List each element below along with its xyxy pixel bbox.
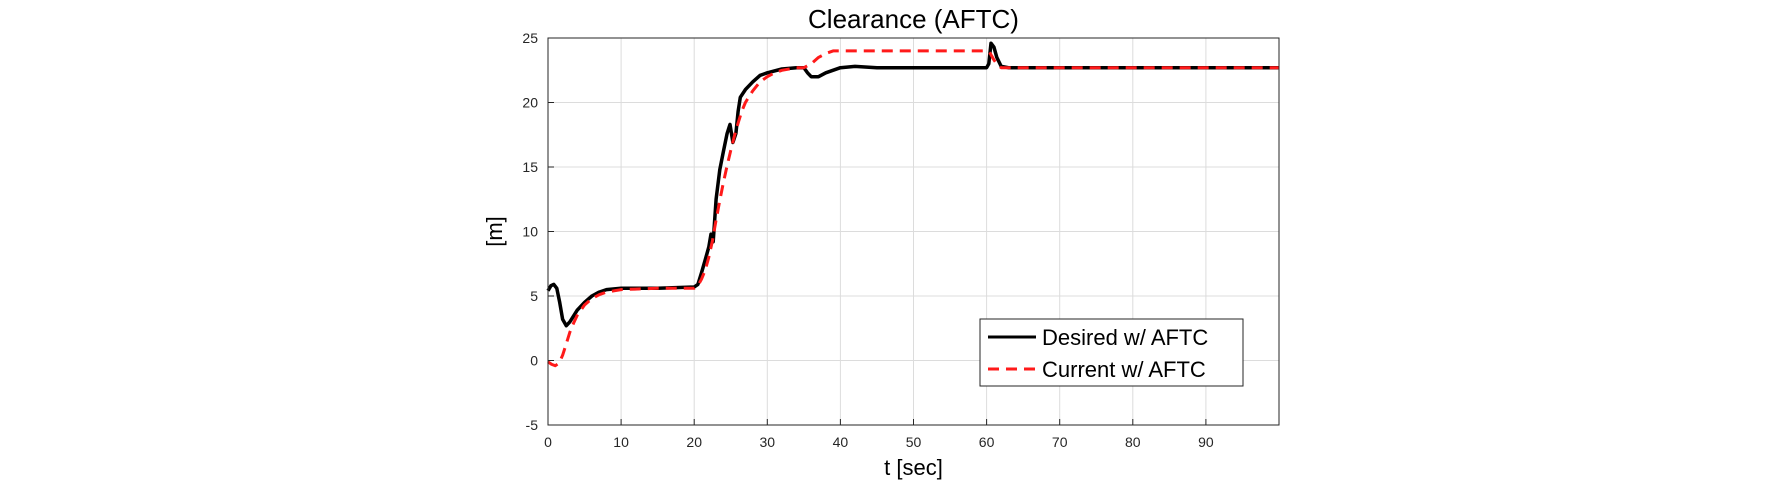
y-axis-label: [m] [482,216,507,247]
chart-title: Clearance (AFTC) [808,4,1019,34]
x-tick-label: 80 [1125,434,1141,450]
x-tick-label: 60 [979,434,995,450]
x-tick-label: 10 [613,434,629,450]
tick-labels: 0 10 20 30 40 50 60 70 80 90 -5 0 5 10 15 20 25 [522,30,1213,450]
x-tick-label: 0 [544,434,552,450]
legend-label-desired: Desired w/ AFTC [1042,325,1208,350]
x-tick-label: 30 [760,434,776,450]
x-tick-label: 50 [906,434,922,450]
series-lines [546,41,1279,368]
legend-label-current: Current w/ AFTC [1042,357,1206,382]
series-line-current [547,49,1279,368]
y-tick-label: 5 [530,288,538,304]
x-axis-label: t [sec] [884,455,943,480]
x-tick-label: 20 [686,434,702,450]
y-tick-label: 10 [522,224,538,240]
legend-box [979,318,1244,387]
y-tick-label: 0 [530,353,538,369]
y-tick-label: -5 [526,417,539,433]
x-tick-label: 90 [1198,434,1214,450]
legend: Desired w/ AFTC Current w/ AFTC [979,318,1244,387]
x-tick-label: 40 [833,434,849,450]
y-tick-label: 15 [522,159,538,175]
y-tick-label: 20 [522,95,538,111]
y-tick-label: 25 [522,30,538,46]
x-tick-label: 70 [1052,434,1068,450]
